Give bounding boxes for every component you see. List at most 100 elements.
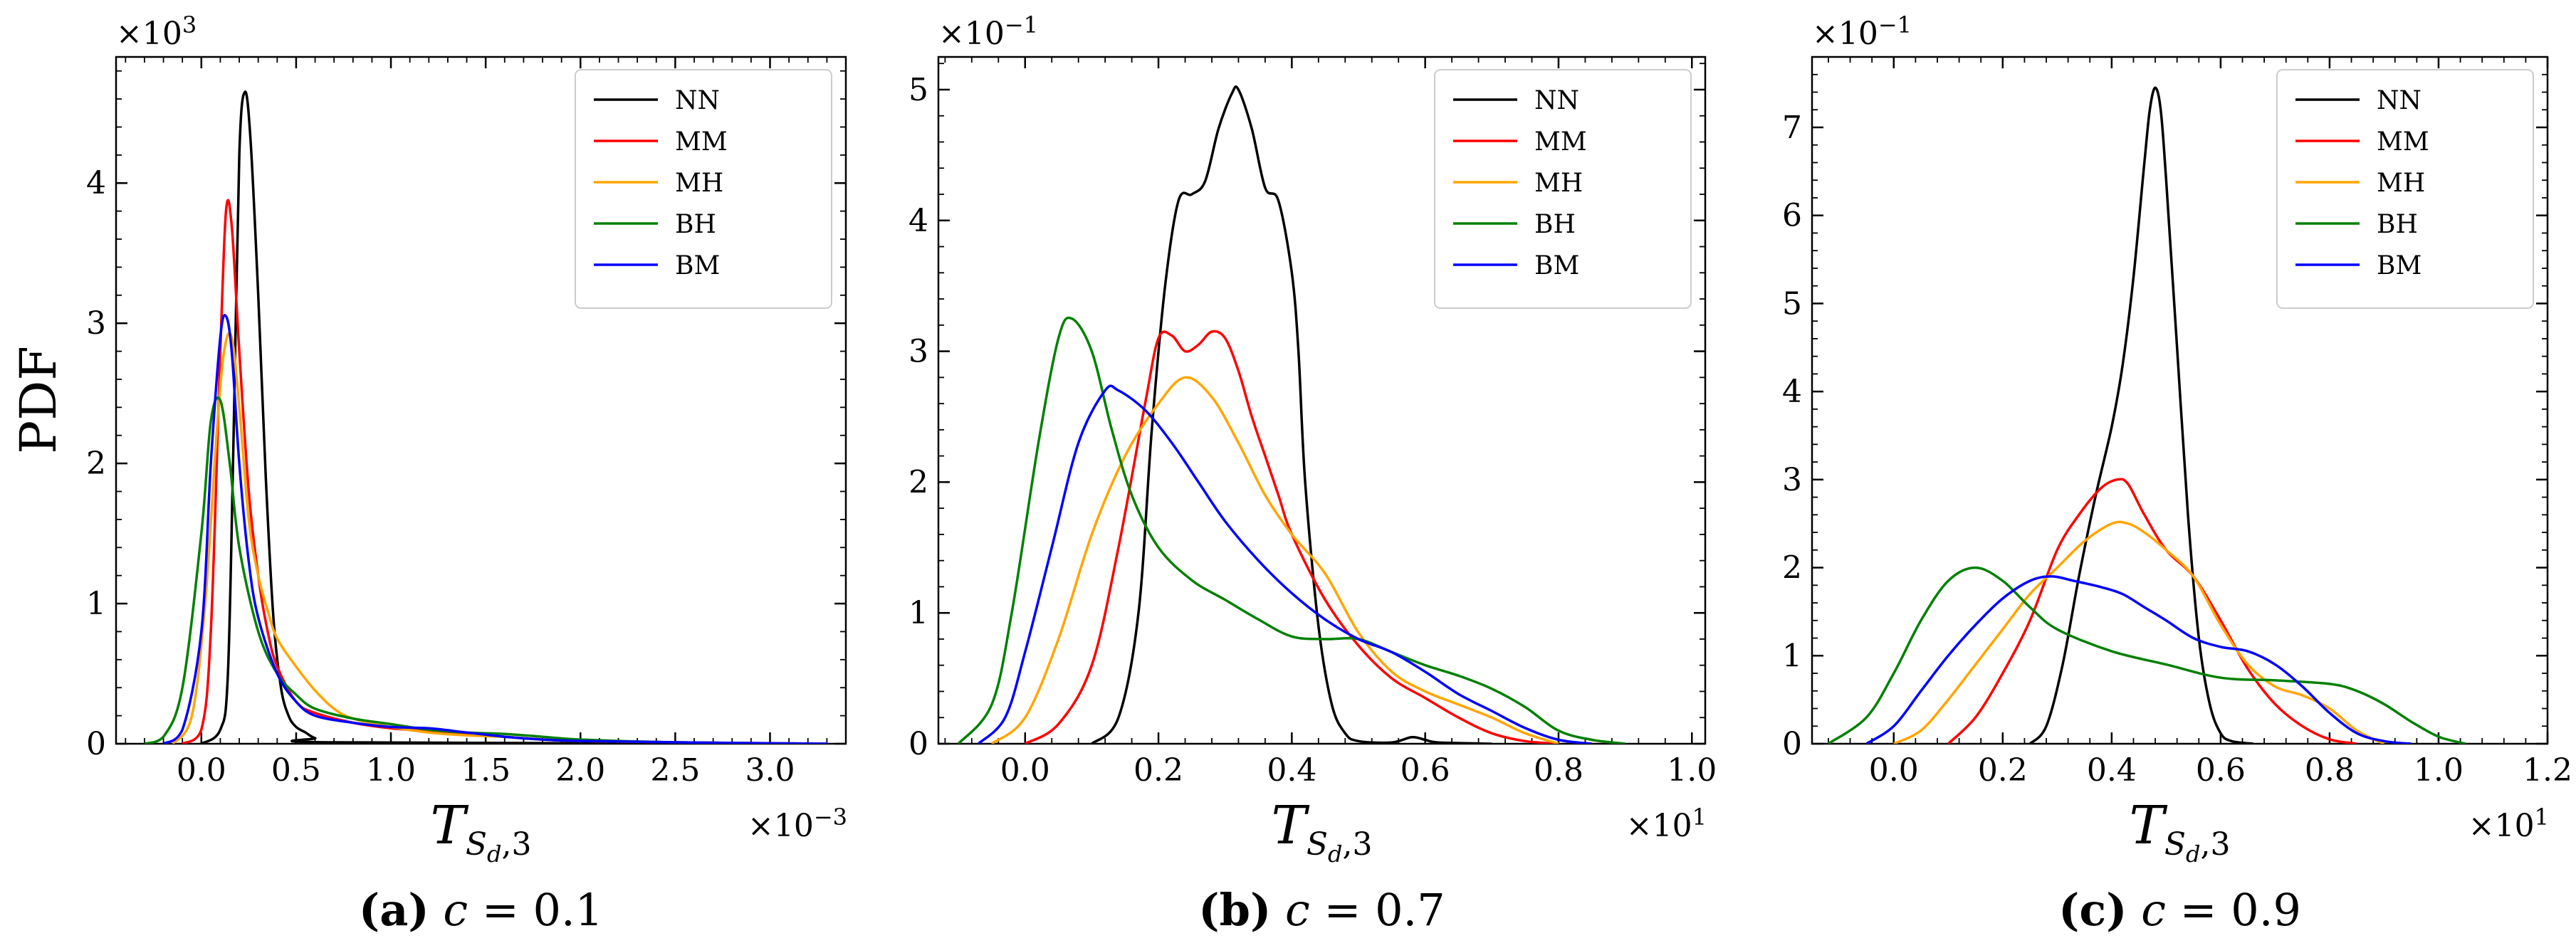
series-group [1828, 86, 2466, 744]
series-line-bm [977, 384, 1593, 744]
panel-caption-letter: (c) [2058, 884, 2127, 936]
x-axis-label: TSd,3 [2130, 795, 2231, 868]
legend-label-bm: BM [1534, 251, 1579, 280]
legend-box [2276, 69, 2534, 309]
series-line-bh [957, 316, 1625, 744]
x-tick-label: 0.0 [177, 752, 226, 789]
series-line-bh [1828, 566, 2466, 744]
x-tick-label: 1.0 [366, 752, 416, 789]
y-tick-label: 2 [1782, 550, 1802, 586]
y-tick-label: 0 [909, 726, 928, 762]
x-tick-label: 0.6 [2196, 752, 2246, 789]
x-tick-label: 0.6 [1400, 752, 1450, 789]
x-multiplier: ×101 [1626, 804, 1707, 844]
legend-box [575, 69, 832, 309]
legend-label-bm: BM [2377, 251, 2421, 280]
legend-label-nn: NN [675, 86, 720, 115]
y-tick-label: 3 [1782, 462, 1802, 498]
series-group [957, 85, 1625, 744]
y-tick-label: 4 [86, 165, 106, 201]
x-tick-label: 0.8 [2305, 752, 2355, 789]
series-line-nn [200, 90, 827, 744]
chart-panel-1: 0.0 0.5 1.0 1.5 2.0 2.5 3.001234×103×10−3NNMMM… [86, 11, 847, 936]
x-tick-label: 0.2 [1978, 752, 2028, 789]
x-tick-label: 0.4 [2087, 752, 2137, 789]
y-tick-label: 4 [909, 203, 928, 239]
legend-label-nn: NN [2377, 86, 2421, 115]
x-tick-label: 0.0 [1000, 752, 1050, 789]
x-multiplier-exponent: 1 [2535, 804, 2549, 831]
panel-caption-variable: c [429, 884, 468, 936]
series-line-mm [1024, 330, 1559, 744]
panel-caption: (b) c = 0.7 [1198, 884, 1445, 936]
legend-label-mm: MM [2377, 127, 2429, 157]
y-tick-label: 3 [86, 305, 106, 342]
y-tick-label: 3 [909, 334, 928, 370]
y-tick-label: 1 [1782, 638, 1802, 674]
x-axis-label-tail: ,3 [502, 826, 532, 863]
y-multiplier-base: ×10 [1812, 16, 1878, 52]
x-tick-label: 1.0 [2414, 752, 2464, 789]
legend-box [1434, 69, 1692, 309]
y-multiplier-exponent: −1 [1878, 11, 1912, 38]
y-tick-label: 7 [1782, 110, 1802, 146]
x-multiplier-exponent: 1 [1692, 804, 1707, 831]
x-multiplier: ×10−3 [748, 804, 847, 844]
x-tick-label: 0.5 [271, 752, 321, 789]
x-axis-label-subsub: d [2186, 841, 2200, 868]
x-axis-label-main: T [1272, 795, 1310, 856]
panel-caption-letter: (b) [1198, 884, 1271, 936]
panel-caption-variable: c [2127, 884, 2166, 936]
panel-caption-letter: (a) [359, 884, 429, 936]
panel-caption: (c) c = 0.9 [2058, 884, 2301, 936]
x-axis-label: TSd,3 [1272, 795, 1373, 868]
y-multiplier: ×103 [116, 11, 197, 52]
legend: NN MM MH BH BM [575, 69, 832, 309]
series-line-bm [162, 313, 827, 744]
x-multiplier-base: ×10 [1626, 808, 1692, 844]
x-axis-label-sub: S [1307, 826, 1328, 863]
y-tick-label: 5 [909, 72, 928, 108]
legend-label-mh: MH [2377, 169, 2425, 198]
y-multiplier-base: ×10 [116, 16, 182, 52]
x-tick-label: 0.0 [1869, 752, 1919, 789]
plot-frame [937, 56, 1707, 745]
x-axis-label-sub: S [2164, 826, 2186, 863]
legend-label-nn: NN [1534, 86, 1579, 115]
x-axis-label-main: T [431, 795, 469, 856]
series-line-mh [1893, 520, 2385, 744]
panel-caption-variable: c [1271, 884, 1309, 936]
y-multiplier: ×10−1 [1812, 11, 1912, 52]
x-tick-label: 2.5 [650, 752, 700, 789]
x-tick-label: 0.8 [1534, 752, 1583, 789]
chart-panel-2: 0.0 0.2 0.4 0.6 0.8 1.0012345×10−1×101NNMMMHB… [909, 11, 1717, 936]
series-line-bh [144, 396, 827, 744]
panel-caption-value: = 0.1 [468, 884, 603, 936]
y-multiplier-exponent: −1 [1005, 11, 1038, 38]
x-axis-label-tail: ,3 [1343, 826, 1373, 863]
y-tick-label: 1 [909, 595, 928, 631]
x-tick-label: 2.0 [555, 752, 605, 789]
y-multiplier: ×10−1 [938, 11, 1038, 52]
x-tick-label: 1.2 [2523, 752, 2572, 789]
y-tick-label: 0 [86, 726, 106, 762]
series-line-mh [172, 332, 827, 744]
legend-label-bh: BH [1534, 210, 1576, 239]
x-axis-label-subsub: d [1328, 841, 1342, 868]
x-axis-label-main: T [2130, 795, 2168, 856]
x-axis-label-sub: S [466, 826, 487, 863]
legend-label-mh: MH [1534, 169, 1583, 198]
y-tick-label: 0 [1782, 726, 1802, 762]
panel-caption-value: = 0.9 [2166, 884, 2301, 936]
y-tick-label: 4 [1782, 374, 1802, 410]
x-tick-label: 0.4 [1267, 752, 1316, 789]
legend-label-mm: MM [1534, 127, 1587, 157]
panel-caption-value: = 0.7 [1310, 884, 1445, 936]
y-tick-label: 1 [86, 586, 106, 622]
series-line-nn [1091, 85, 1492, 744]
x-tick-label: 0.2 [1133, 752, 1183, 789]
x-axis-label-subsub: d [487, 841, 501, 868]
x-multiplier-exponent: −3 [814, 804, 847, 831]
series-line-mh [990, 376, 1559, 744]
y-tick-label: 2 [909, 464, 928, 500]
